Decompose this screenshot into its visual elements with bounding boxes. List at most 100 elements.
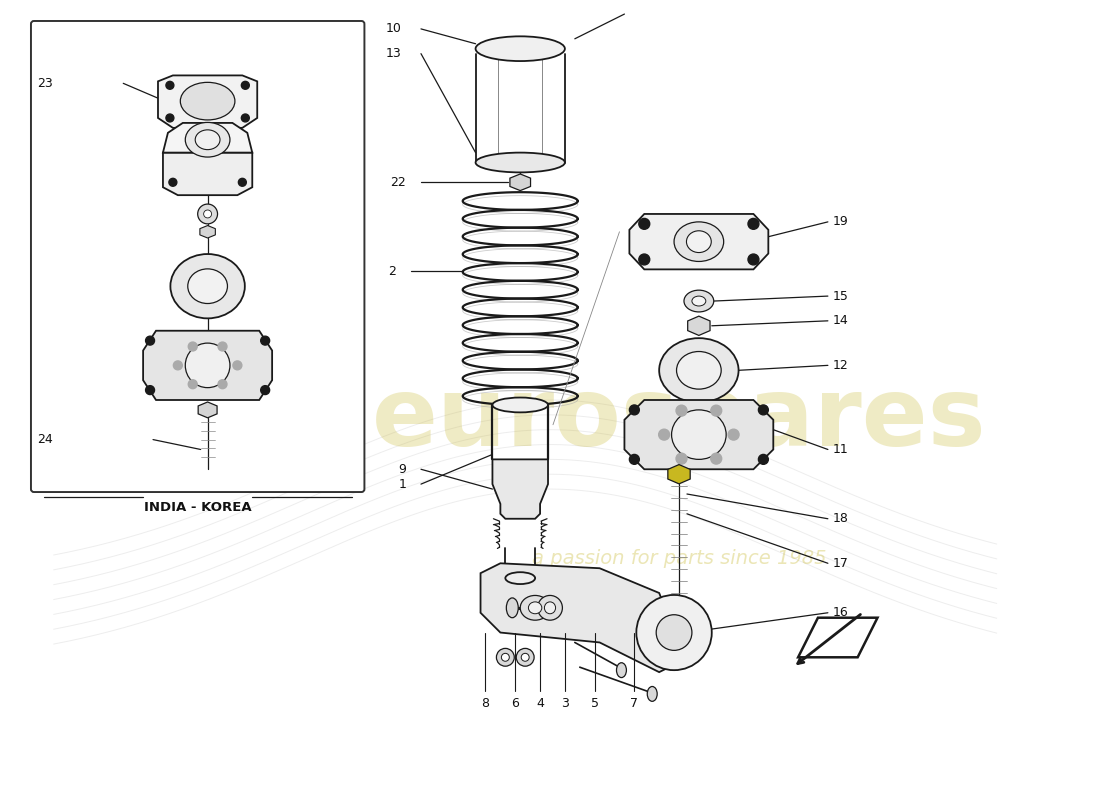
Ellipse shape: [475, 153, 565, 172]
Text: 10: 10: [385, 22, 402, 35]
Circle shape: [639, 218, 650, 230]
Polygon shape: [688, 316, 710, 335]
Polygon shape: [625, 400, 773, 470]
Polygon shape: [510, 174, 530, 190]
Circle shape: [748, 254, 759, 265]
Circle shape: [218, 380, 227, 389]
Text: 17: 17: [833, 557, 849, 570]
Circle shape: [636, 595, 712, 670]
Text: 4: 4: [536, 697, 544, 710]
Polygon shape: [163, 123, 252, 153]
Ellipse shape: [516, 648, 535, 666]
Text: eurospares: eurospares: [372, 374, 987, 466]
Circle shape: [639, 254, 650, 265]
Text: 1: 1: [398, 478, 406, 490]
Circle shape: [629, 454, 639, 464]
Ellipse shape: [185, 343, 230, 388]
Polygon shape: [481, 563, 679, 672]
Ellipse shape: [616, 662, 626, 678]
Ellipse shape: [496, 648, 515, 666]
Ellipse shape: [528, 602, 542, 614]
Circle shape: [188, 380, 197, 389]
Circle shape: [676, 453, 688, 464]
Circle shape: [166, 82, 174, 90]
Text: 16: 16: [833, 606, 848, 619]
Circle shape: [711, 405, 722, 416]
Circle shape: [188, 342, 197, 351]
Circle shape: [174, 361, 183, 370]
Ellipse shape: [676, 351, 722, 389]
Ellipse shape: [502, 654, 509, 662]
Text: 15: 15: [833, 290, 849, 302]
Ellipse shape: [521, 654, 529, 662]
Ellipse shape: [686, 230, 712, 253]
Text: 8: 8: [482, 697, 490, 710]
Polygon shape: [629, 214, 768, 270]
Circle shape: [218, 342, 227, 351]
Ellipse shape: [520, 595, 550, 620]
Circle shape: [748, 218, 759, 230]
Ellipse shape: [692, 296, 706, 306]
Circle shape: [233, 361, 242, 370]
Circle shape: [261, 336, 270, 345]
Text: 12: 12: [833, 359, 848, 372]
Circle shape: [659, 429, 670, 440]
Ellipse shape: [475, 36, 565, 61]
Text: 11: 11: [833, 443, 848, 456]
Text: 13: 13: [385, 47, 402, 60]
Text: 19: 19: [833, 215, 848, 228]
Text: 23: 23: [37, 77, 53, 90]
Ellipse shape: [684, 290, 714, 312]
Text: 7: 7: [630, 697, 638, 710]
Polygon shape: [158, 75, 257, 128]
Circle shape: [676, 405, 688, 416]
Ellipse shape: [505, 572, 535, 584]
Circle shape: [198, 204, 218, 224]
Ellipse shape: [659, 338, 738, 402]
Ellipse shape: [188, 269, 228, 303]
Circle shape: [204, 210, 211, 218]
Polygon shape: [668, 465, 690, 484]
Ellipse shape: [672, 410, 726, 459]
Text: 22: 22: [390, 176, 406, 189]
Polygon shape: [198, 402, 217, 418]
Ellipse shape: [674, 222, 724, 262]
Text: 6: 6: [512, 697, 519, 710]
Circle shape: [657, 614, 692, 650]
Polygon shape: [200, 226, 216, 238]
Polygon shape: [163, 153, 252, 195]
Circle shape: [145, 336, 154, 345]
Text: 5: 5: [591, 697, 598, 710]
Text: 9: 9: [398, 462, 406, 476]
Text: 3: 3: [561, 697, 569, 710]
Circle shape: [145, 386, 154, 394]
Ellipse shape: [647, 686, 657, 702]
Circle shape: [241, 114, 250, 122]
Circle shape: [758, 454, 768, 464]
Text: 14: 14: [833, 314, 848, 327]
FancyBboxPatch shape: [31, 21, 364, 492]
Text: 24: 24: [37, 433, 53, 446]
Circle shape: [629, 405, 639, 415]
Text: 18: 18: [833, 512, 849, 526]
Ellipse shape: [195, 130, 220, 150]
Text: 2: 2: [388, 265, 396, 278]
Ellipse shape: [544, 602, 556, 614]
Circle shape: [241, 82, 250, 90]
Ellipse shape: [185, 122, 230, 157]
Circle shape: [711, 453, 722, 464]
Circle shape: [728, 429, 739, 440]
Ellipse shape: [506, 598, 518, 618]
Ellipse shape: [538, 595, 562, 620]
Polygon shape: [493, 459, 548, 518]
Circle shape: [261, 386, 270, 394]
Ellipse shape: [180, 82, 235, 120]
Circle shape: [166, 114, 174, 122]
Polygon shape: [143, 330, 272, 400]
Circle shape: [758, 405, 768, 415]
Text: INDIA - KOREA: INDIA - KOREA: [144, 501, 252, 514]
Ellipse shape: [493, 398, 548, 412]
Circle shape: [239, 178, 246, 186]
Circle shape: [169, 178, 177, 186]
Text: a passion for parts since 1985: a passion for parts since 1985: [531, 549, 826, 568]
